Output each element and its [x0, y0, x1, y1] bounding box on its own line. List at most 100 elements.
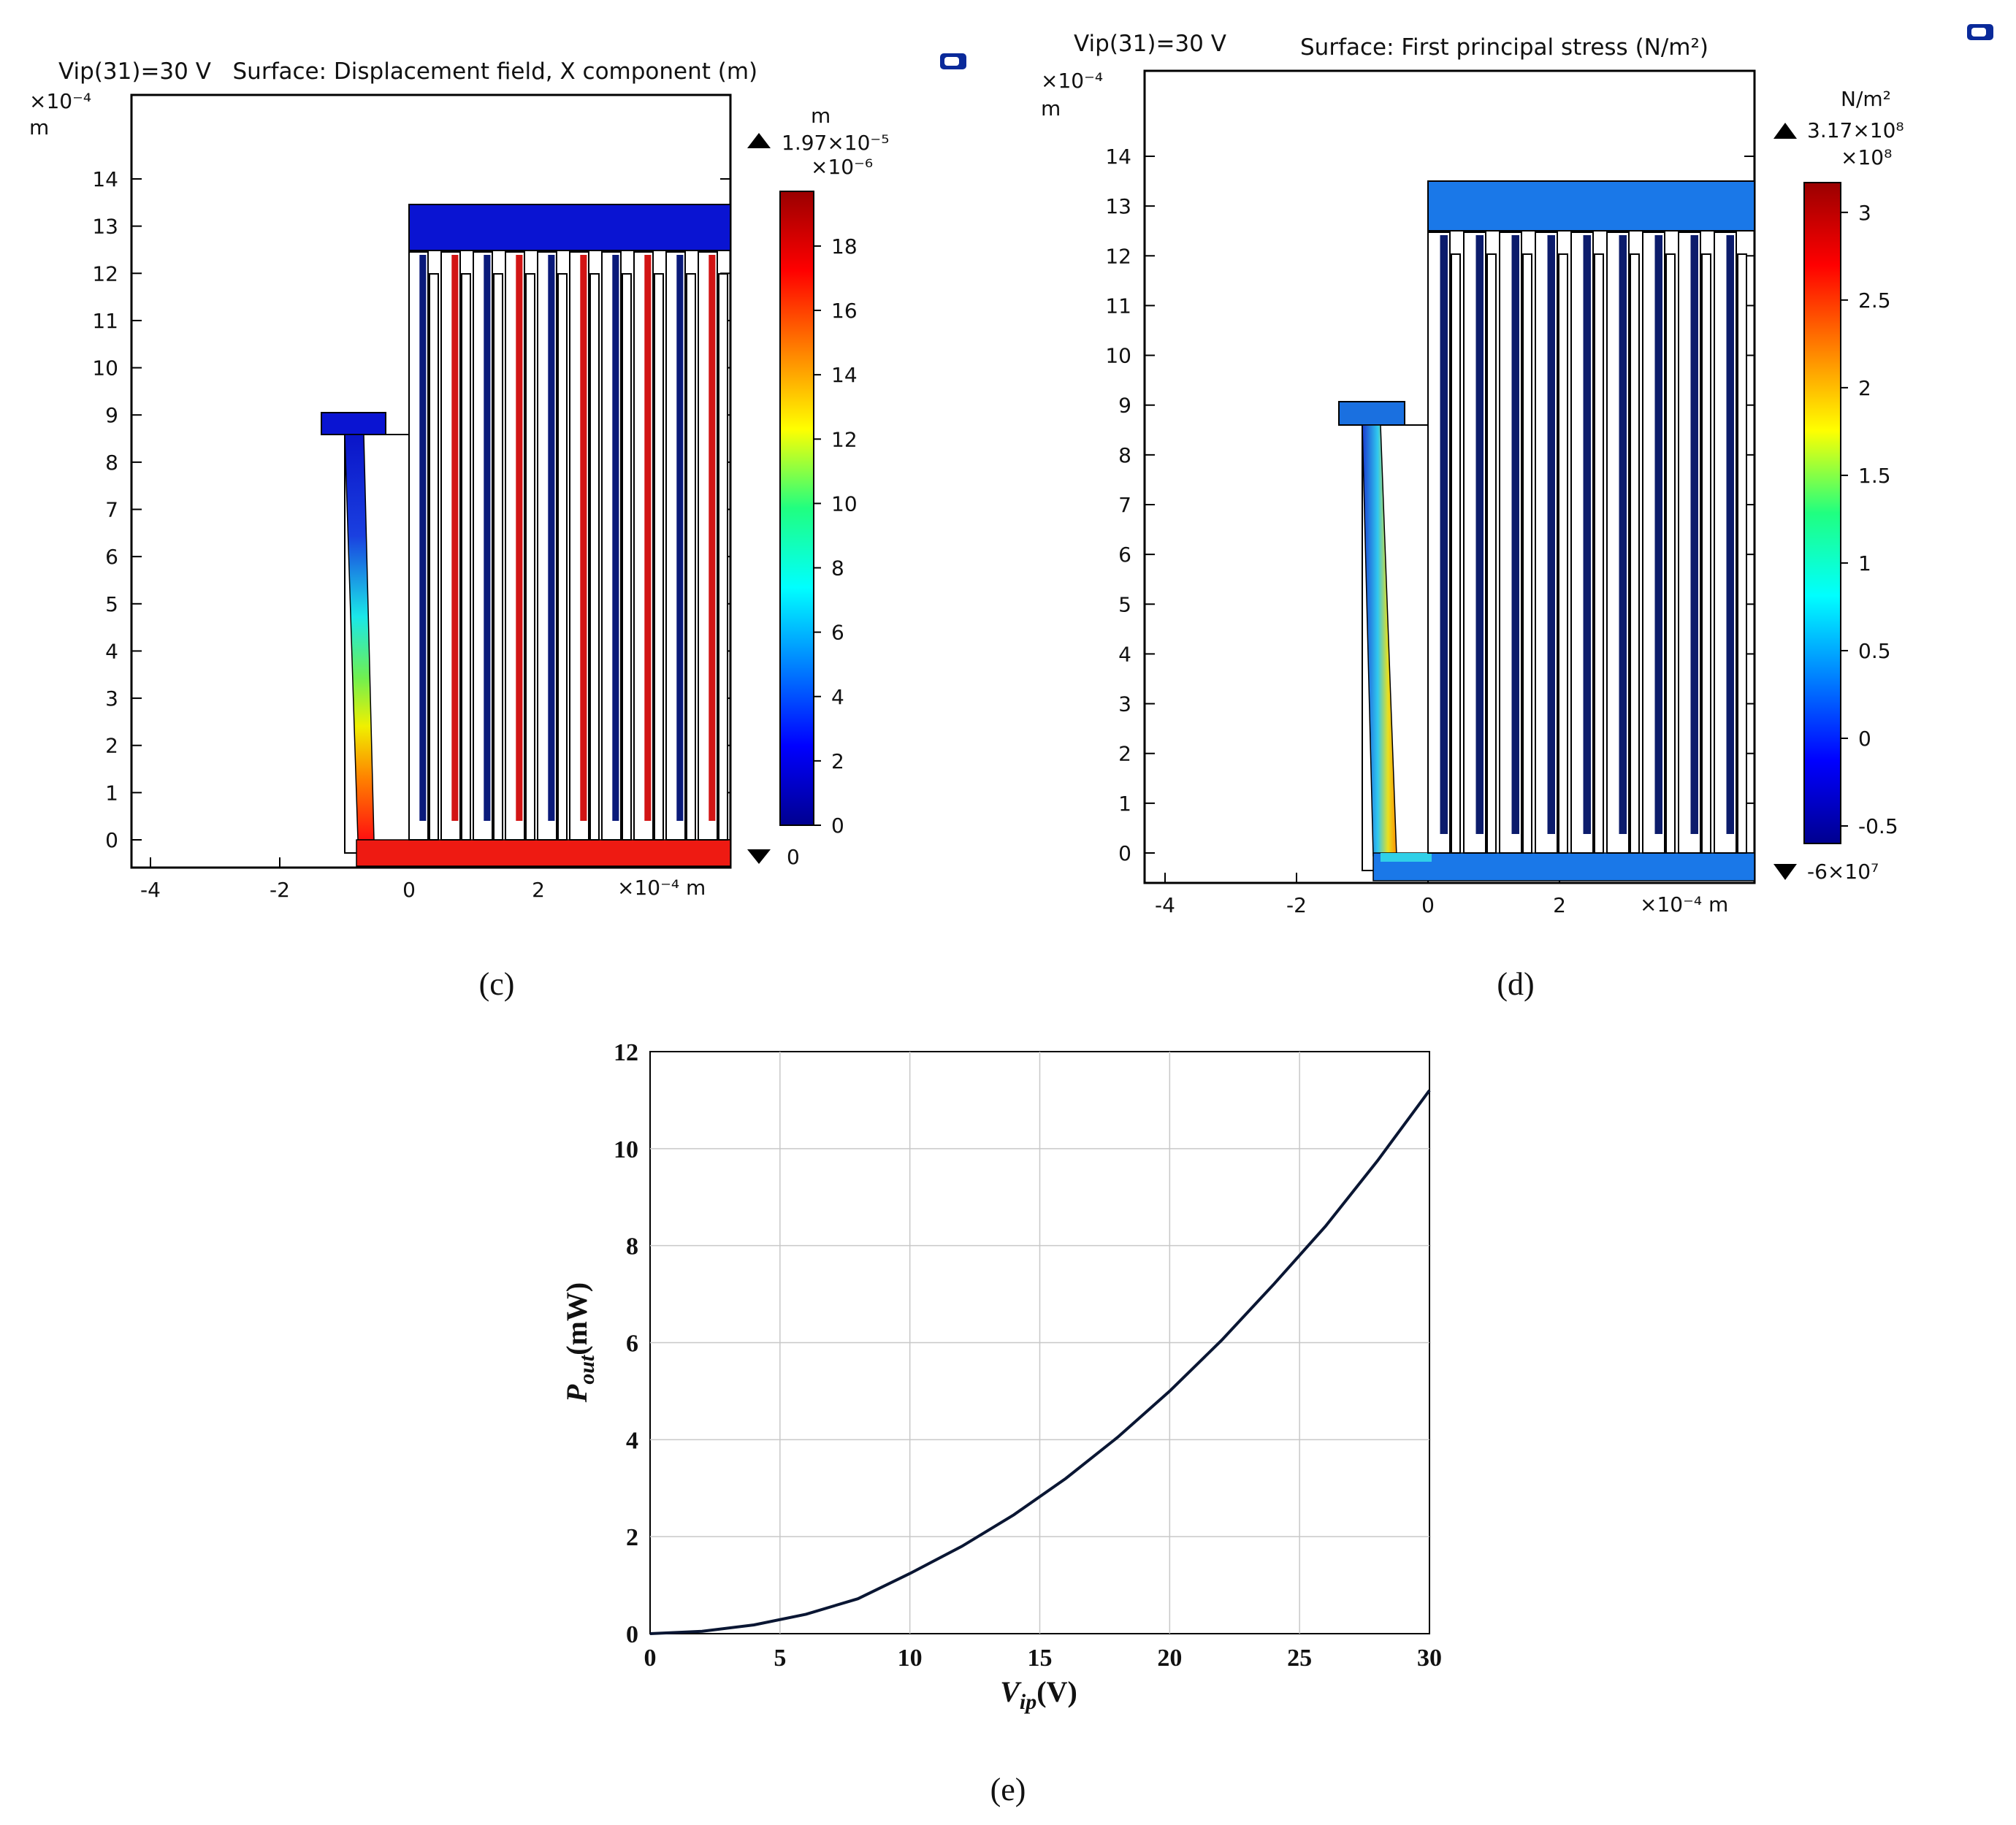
- panel-d-x-axis-unit: ×10⁻⁴ m: [1640, 892, 1728, 917]
- panel-e-x-axis-label: Vip(V): [1000, 1675, 1077, 1714]
- panel-c-cbar-max: 1.97×10⁻⁵: [782, 131, 889, 155]
- panel_c-cbar-tick-label: 8: [831, 556, 844, 581]
- panel_c-cbar-tick-label: 12: [831, 427, 858, 451]
- panel_c-cbar-tick-label: 4: [831, 685, 844, 709]
- panel_d-stator-finger: [1451, 253, 1461, 854]
- xlabel-sub: ip: [1020, 1690, 1036, 1714]
- panel-d-stress: Vip(31)=30 V Surface: First principal st…: [1041, 24, 1993, 1002]
- panel_d-stator-finger: [1594, 253, 1604, 854]
- panel_c-xtick-label: -4: [140, 878, 161, 902]
- panel-c-y-unit: m: [29, 115, 49, 139]
- panel_c-cbar-tick-label: 14: [831, 363, 858, 387]
- panel_d-finger-fill: [1583, 235, 1591, 834]
- panel_d-finger-fill: [1690, 235, 1698, 834]
- panel_c-ytick-label: 14: [92, 167, 118, 191]
- panel_c-ytick-label: 12: [92, 261, 118, 286]
- e-ytick-label: 8: [626, 1233, 638, 1260]
- panel-c-cbar-scale: ×10⁻⁶: [811, 155, 873, 179]
- panel-d-cbar-min: -6×10⁷: [1807, 860, 1879, 884]
- e-xtick-label: 15: [1028, 1645, 1053, 1672]
- panel_d-ytick-label: 7: [1118, 493, 1131, 517]
- panel_c-ytick-label: 3: [105, 686, 118, 711]
- panel-d-stress-hotspot: [1381, 853, 1432, 862]
- panel-c-x-axis-unit: ×10⁻⁴ m: [617, 876, 706, 900]
- e-ytick-label: 10: [614, 1136, 638, 1163]
- panel-c-cbar-unit: m: [811, 104, 831, 128]
- panel_c-stator-finger: [429, 273, 439, 841]
- panel_c-finger-fill: [644, 255, 652, 821]
- panel-d-y-unit: m: [1041, 96, 1061, 120]
- panel_c-finger-fill: [548, 255, 555, 821]
- panel-c-anchor-pad: [321, 412, 386, 435]
- panel_d-cbar-tick-label: -0.5: [1858, 814, 1898, 838]
- panel_d-finger-fill: [1440, 235, 1448, 834]
- panel_c-cbar-tick-label: 10: [831, 491, 858, 516]
- panel_d-stator-finger: [1630, 253, 1640, 854]
- panel_c-finger-fill: [516, 255, 523, 821]
- panel_d-ytick-label: 14: [1105, 145, 1131, 169]
- panel_c-ytick-label: 5: [105, 592, 118, 616]
- panel_c-stator-finger: [493, 273, 503, 841]
- panel_c-ytick-label: 1: [105, 781, 118, 805]
- panel_c-stator-finger: [686, 273, 696, 841]
- panel_c-ytick-label: 8: [105, 451, 118, 475]
- panel_c-ytick-label: 6: [105, 545, 118, 569]
- panel_d-xtick-label: 2: [1553, 893, 1566, 917]
- panel_d-ytick-label: 6: [1118, 543, 1131, 567]
- panel_c-stator-finger: [461, 273, 471, 841]
- panel-d-anchor-pad: [1338, 401, 1405, 426]
- panel-c-displacement: Vip(31)=30 V Surface: Displacement field…: [29, 53, 966, 1002]
- panel-c-caption: (c): [479, 966, 515, 1002]
- e-xtick-label: 5: [774, 1645, 786, 1672]
- panel-c-logo-icon: [940, 53, 966, 69]
- panel_c-ytick-label: 10: [92, 356, 118, 380]
- panel_c-ytick-label: 9: [105, 403, 118, 427]
- panel_d-xtick-label: -2: [1286, 893, 1307, 917]
- panel-c-min-triangle-icon: [747, 849, 771, 864]
- panel_c-finger-fill: [676, 255, 684, 821]
- panel_c-stator-finger: [654, 273, 664, 841]
- panel-c-colorbar: [779, 191, 814, 826]
- e-ytick-label: 12: [614, 1039, 638, 1066]
- panel-d-cbar-unit: N/m²: [1841, 87, 1891, 111]
- panel-e-y-axis-label: Pout(mW): [560, 1282, 599, 1403]
- panel-c-top-bar: [408, 204, 731, 251]
- panel_d-cbar-tick-label: 2.5: [1858, 288, 1891, 313]
- panel_d-stator-finger: [1665, 253, 1676, 854]
- panel_d-finger-fill: [1547, 235, 1555, 834]
- e-xtick-label: 25: [1287, 1645, 1312, 1672]
- panel-d-comb-fingers: [1427, 232, 1747, 854]
- panel-e-power-chart: 0 2 4 6 8 10 12 0 5 10 15 20 25 30 Pout(mW) Vip(V) (…: [560, 1039, 1442, 1807]
- panel_c-cbar-tick-label: 6: [831, 621, 844, 645]
- panel_d-stator-finger: [1701, 253, 1711, 854]
- panel_d-ytick-label: 0: [1118, 841, 1131, 865]
- panel_d-cbar-tick-label: 1.5: [1858, 464, 1891, 488]
- panel_c-finger-fill: [612, 255, 619, 821]
- xlabel-main: V: [1000, 1675, 1022, 1708]
- panel_d-ytick-label: 11: [1105, 294, 1131, 318]
- panel_c-stator-finger: [557, 273, 568, 841]
- xlabel-unit: (V): [1036, 1675, 1077, 1708]
- e-xtick-label: 30: [1417, 1645, 1442, 1672]
- panel-d-y-exponent: ×10⁻⁴: [1041, 69, 1103, 93]
- panel_c-xtick-label: 2: [532, 878, 545, 902]
- panel-e-caption: (e): [990, 1772, 1026, 1807]
- panel-d-title-right: Surface: First principal stress (N/m²): [1300, 34, 1708, 61]
- panel_d-xtick-label: 0: [1421, 893, 1435, 917]
- panel_c-finger-fill: [709, 255, 716, 821]
- panel-d-title-left: Vip(31)=30 V: [1074, 31, 1226, 57]
- panel_d-finger-fill: [1475, 235, 1484, 834]
- panel_d-ytick-label: 10: [1105, 344, 1131, 368]
- panel_d-finger-fill: [1511, 235, 1519, 834]
- ylabel-sub: out: [575, 1354, 599, 1385]
- panel_d-ytick-label: 4: [1118, 642, 1131, 666]
- panel_c-cbar-tick-label: 16: [831, 299, 858, 323]
- panel_d-ytick-label: 5: [1118, 592, 1131, 616]
- e-ytick-label: 0: [626, 1621, 638, 1648]
- panel-c-bottom-bar: [356, 839, 731, 867]
- panel_c-finger-fill: [580, 255, 587, 821]
- panel-d-colorbar: [1803, 182, 1841, 844]
- panel_c-cbar-tick-label: 0: [831, 814, 844, 838]
- ylabel-unit: (mW): [560, 1282, 593, 1355]
- e-ytick-label: 6: [626, 1331, 638, 1358]
